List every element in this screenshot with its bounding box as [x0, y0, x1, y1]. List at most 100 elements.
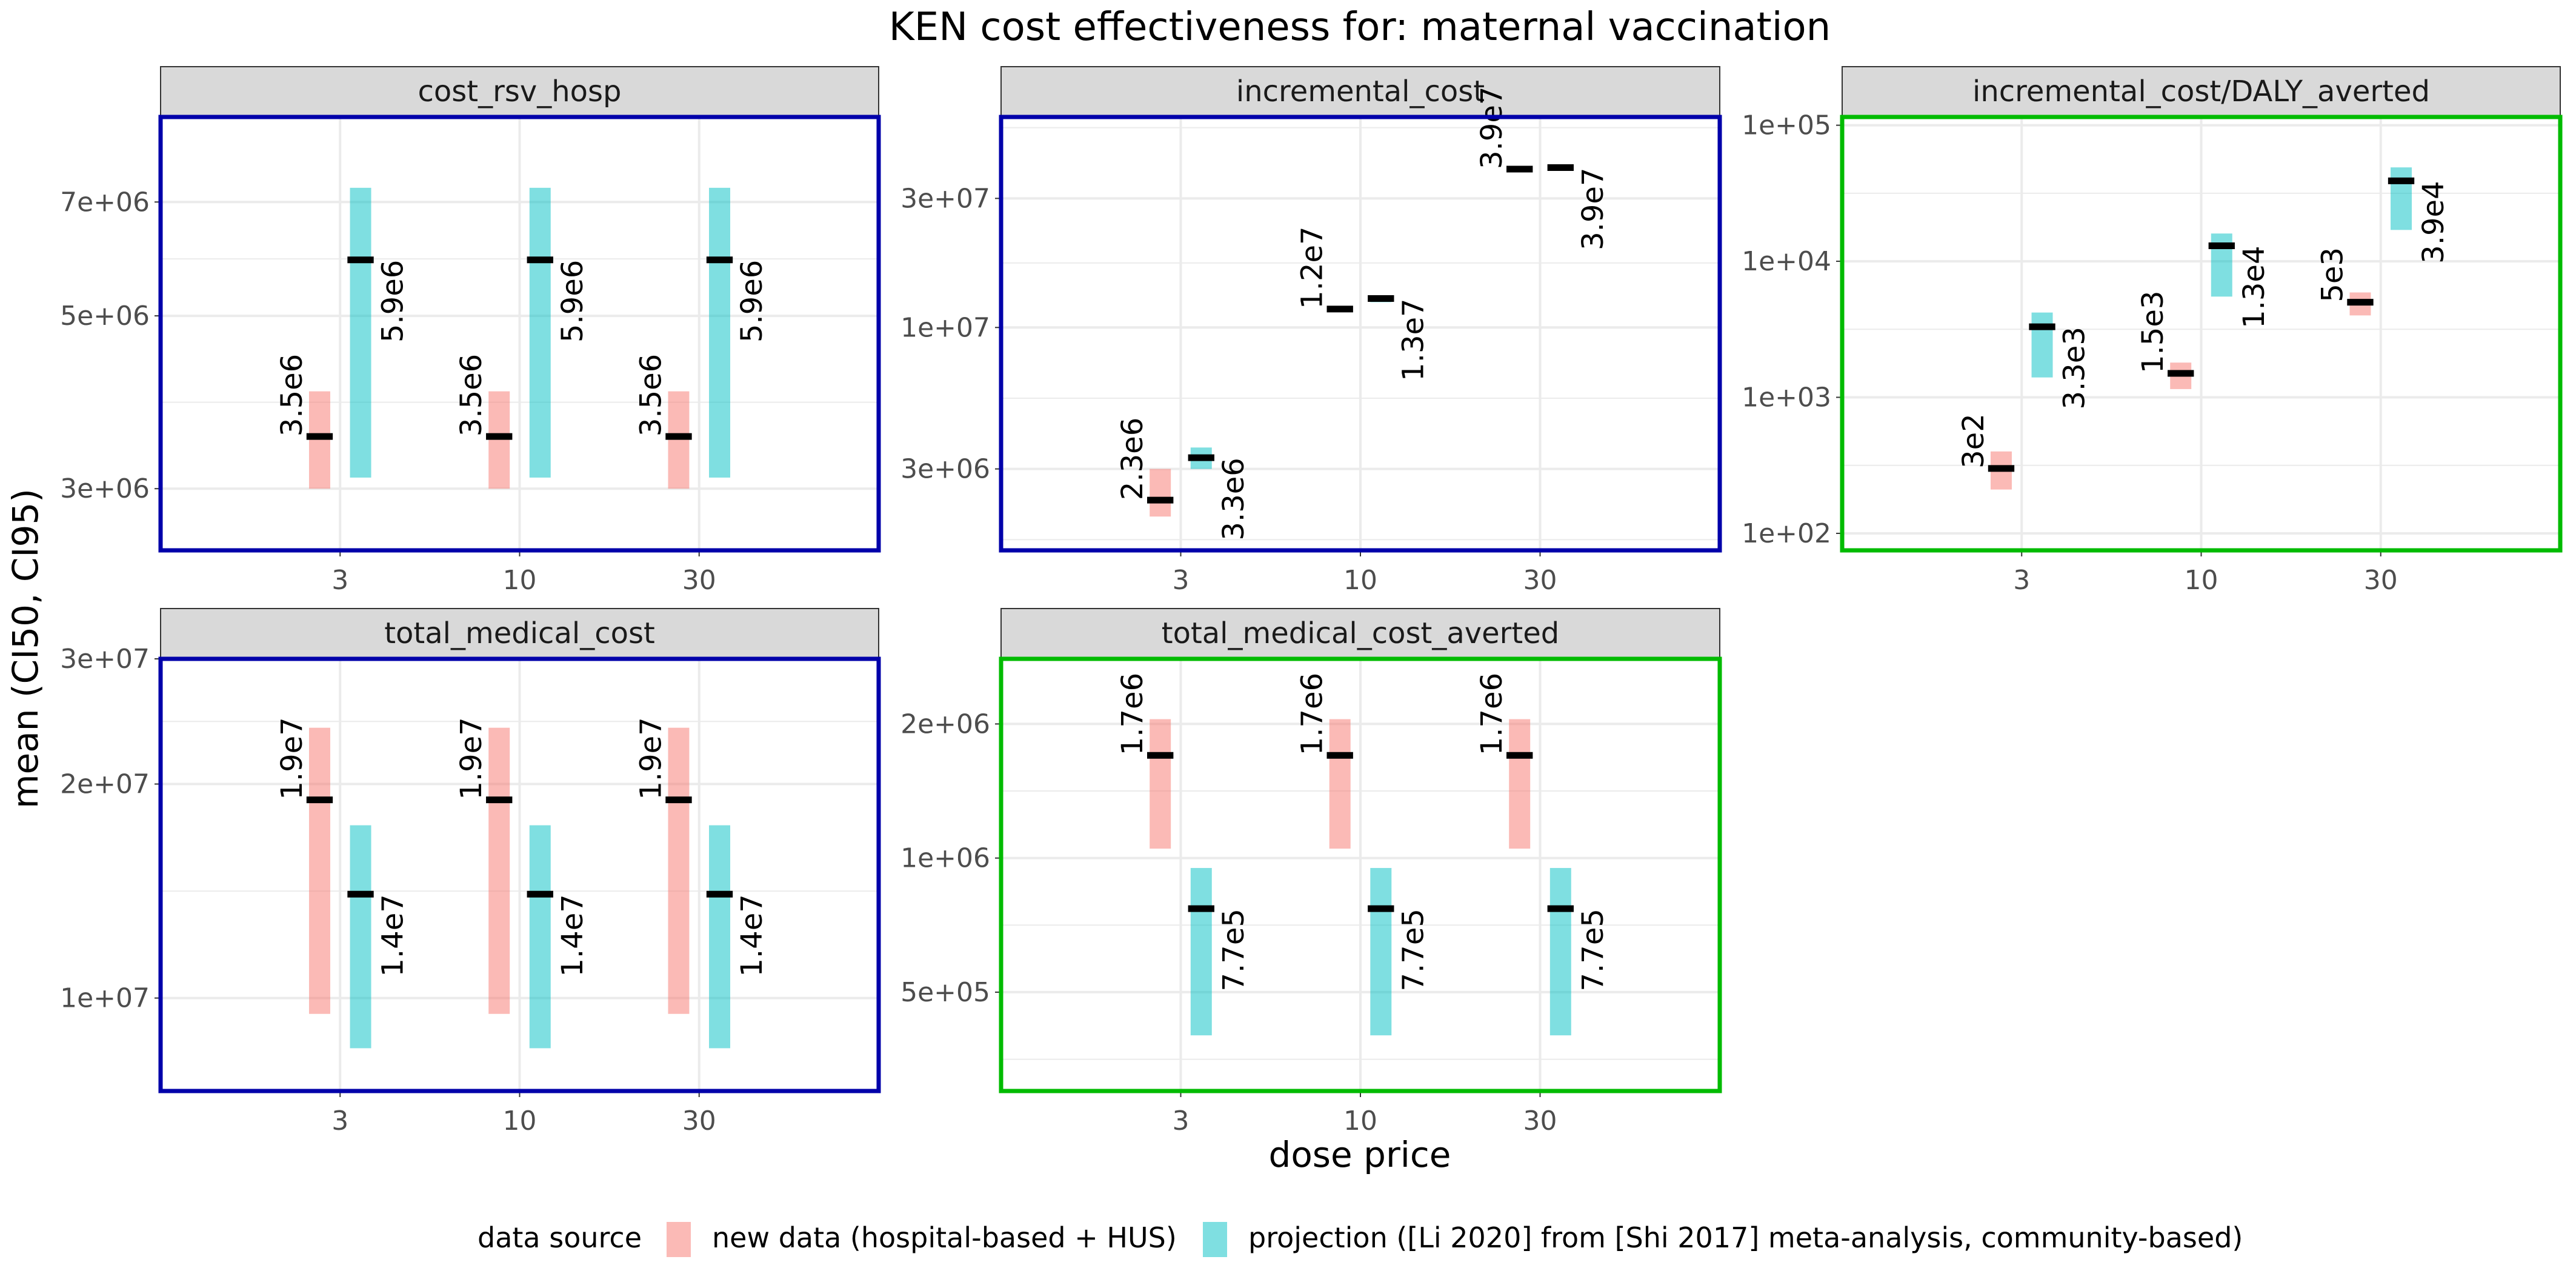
- y-tick-label: 7e+06: [60, 187, 150, 218]
- legend-swatch-projection: [1203, 1222, 1227, 1257]
- data-label: 1.9e7: [275, 717, 309, 799]
- ci-bar: [1190, 868, 1212, 1036]
- data-label: 3.5e6: [275, 354, 309, 436]
- ci-bar: [2031, 312, 2053, 378]
- panel-frame: [158, 656, 881, 1093]
- facet-strip-label: incremental_cost/DALY_averted: [1972, 75, 2430, 108]
- ci-bar: [668, 727, 690, 1014]
- facet-strip: [1000, 66, 1720, 118]
- ci-bar: [709, 187, 731, 478]
- facet-strip: [1842, 66, 2561, 118]
- ci-bar: [308, 391, 330, 489]
- panel-frame: [999, 115, 1722, 553]
- data-label: 7.7e5: [1576, 909, 1610, 991]
- data-label: 3.3e3: [2058, 327, 2092, 409]
- y-tick-label: 3e+07: [60, 644, 150, 675]
- panel-total-medical-cost-averted: total_medical_cost_averted 5e+05 1e+06 2e+0…: [900, 608, 1722, 1136]
- y-tick-label: 1e+07: [900, 312, 990, 343]
- ci-bar: [1329, 719, 1351, 849]
- legend-label-projection: projection ([Li 2020] from [Shi 2017] me…: [1248, 1221, 2243, 1254]
- ci-bar: [1150, 719, 1171, 849]
- x-tick-label: 3: [1173, 1106, 1190, 1136]
- data-label: 3.5e6: [634, 354, 668, 436]
- panel-frame: [158, 115, 881, 553]
- data-label: 3e2: [1957, 413, 1991, 469]
- x-tick-label: 10: [1343, 1106, 1377, 1136]
- y-tick-label: 1e+06: [900, 843, 990, 874]
- y-tick-label: 5e+05: [900, 977, 990, 1008]
- data-label: 2.3e6: [1116, 418, 1150, 500]
- data-label: 1.9e7: [454, 717, 488, 799]
- panel-incremental-cost-daly-averted: incremental_cost/DALY_averted 1e+02 1e+03 1…: [1742, 66, 2563, 596]
- y-tick-label: 3e+06: [60, 473, 150, 504]
- x-tick-label: 10: [2185, 565, 2218, 596]
- legend-label-new-data: new data (hospital-based + HUS): [712, 1221, 1177, 1254]
- data-label: 1.5e3: [2136, 291, 2170, 373]
- ci-bar: [488, 391, 510, 489]
- facet-strip-label: incremental_cost: [1236, 75, 1485, 108]
- chart-title: KEN cost effectiveness for: maternal vac…: [889, 5, 1831, 50]
- ci-bar: [1549, 868, 1571, 1036]
- data-label: 3.3e6: [1217, 458, 1251, 540]
- data-label: 1.4e7: [376, 894, 410, 976]
- legend-swatch-new-data: [667, 1222, 691, 1257]
- ci-bar: [1150, 469, 1171, 517]
- panel-frame: [999, 656, 1722, 1093]
- panel-cost-rsv-hosp: cost_rsv_hosp 3e+06 5e+06 7e+06 3 10 30 3.5e6 3.…: [60, 66, 881, 596]
- x-tick-label: 10: [503, 565, 537, 596]
- panel-incremental-cost: incremental_cost 3e+06 1e+07 3e+07 3 10 30 2.3e…: [900, 66, 1722, 596]
- ci-bar: [1509, 719, 1531, 849]
- x-tick-label: 30: [682, 565, 716, 596]
- data-label: 1.7e6: [1116, 673, 1150, 755]
- ci-bar: [1370, 868, 1392, 1036]
- data-label: 7.7e5: [1217, 909, 1251, 991]
- y-tick-label: 5e+06: [60, 301, 150, 332]
- y-tick-label: 2e+07: [60, 769, 150, 800]
- y-tick-label: 1e+07: [60, 983, 150, 1014]
- x-tick-label: 3: [331, 1106, 348, 1136]
- ci-bar: [709, 825, 731, 1049]
- data-label: 3.5e6: [454, 354, 488, 436]
- data-label: 1.7e6: [1296, 673, 1330, 755]
- y-tick-label: 1e+03: [1742, 382, 1831, 413]
- ci-bar: [488, 727, 510, 1014]
- x-tick-label: 30: [1523, 1106, 1557, 1136]
- legend: data source new data (hospital-based + H…: [478, 1221, 2243, 1257]
- data-label: 5.9e6: [735, 260, 769, 342]
- data-label: 3.9e7: [1576, 167, 1610, 250]
- data-label: 7.7e5: [1396, 909, 1430, 991]
- data-label: 1.3e7: [1396, 298, 1430, 381]
- data-label: 1.2e7: [1296, 226, 1330, 309]
- y-tick-label: 1e+05: [1742, 110, 1831, 141]
- x-tick-label: 30: [2364, 565, 2398, 596]
- data-label: 5e3: [2315, 247, 2349, 302]
- legend-title: data source: [478, 1221, 642, 1254]
- facet-strip: [160, 608, 879, 659]
- facet-strip: [160, 66, 879, 118]
- x-tick-label: 3: [331, 565, 348, 596]
- facet-strip-label: total_medical_cost: [384, 616, 655, 650]
- data-label: 1.4e7: [735, 894, 769, 976]
- ci-bar: [529, 825, 551, 1049]
- ci-bar: [350, 825, 371, 1049]
- y-tick-label: 3e+06: [900, 454, 990, 485]
- data-label: 3.9e4: [2417, 181, 2451, 263]
- y-tick-label: 2e+06: [900, 709, 990, 739]
- y-tick-label: 1e+04: [1742, 246, 1831, 277]
- y-tick-label: 3e+07: [900, 183, 990, 214]
- panel-frame: [1840, 115, 2563, 553]
- ci-bar: [529, 187, 551, 478]
- data-label: 1.3e4: [2237, 245, 2271, 328]
- facet-strip-label: cost_rsv_hosp: [418, 75, 622, 108]
- y-tick-label: 1e+02: [1742, 518, 1831, 549]
- y-axis-label: mean (CI50, CI95): [5, 489, 46, 809]
- x-tick-label: 3: [2013, 565, 2030, 596]
- x-tick-label: 10: [1343, 565, 1377, 596]
- data-label: 5.9e6: [556, 260, 590, 342]
- ci-bar: [350, 187, 371, 478]
- data-label: 5.9e6: [376, 260, 410, 342]
- data-label: 1.7e6: [1475, 673, 1509, 755]
- x-tick-label: 30: [1523, 565, 1557, 596]
- x-axis-label: dose price: [1269, 1134, 1451, 1175]
